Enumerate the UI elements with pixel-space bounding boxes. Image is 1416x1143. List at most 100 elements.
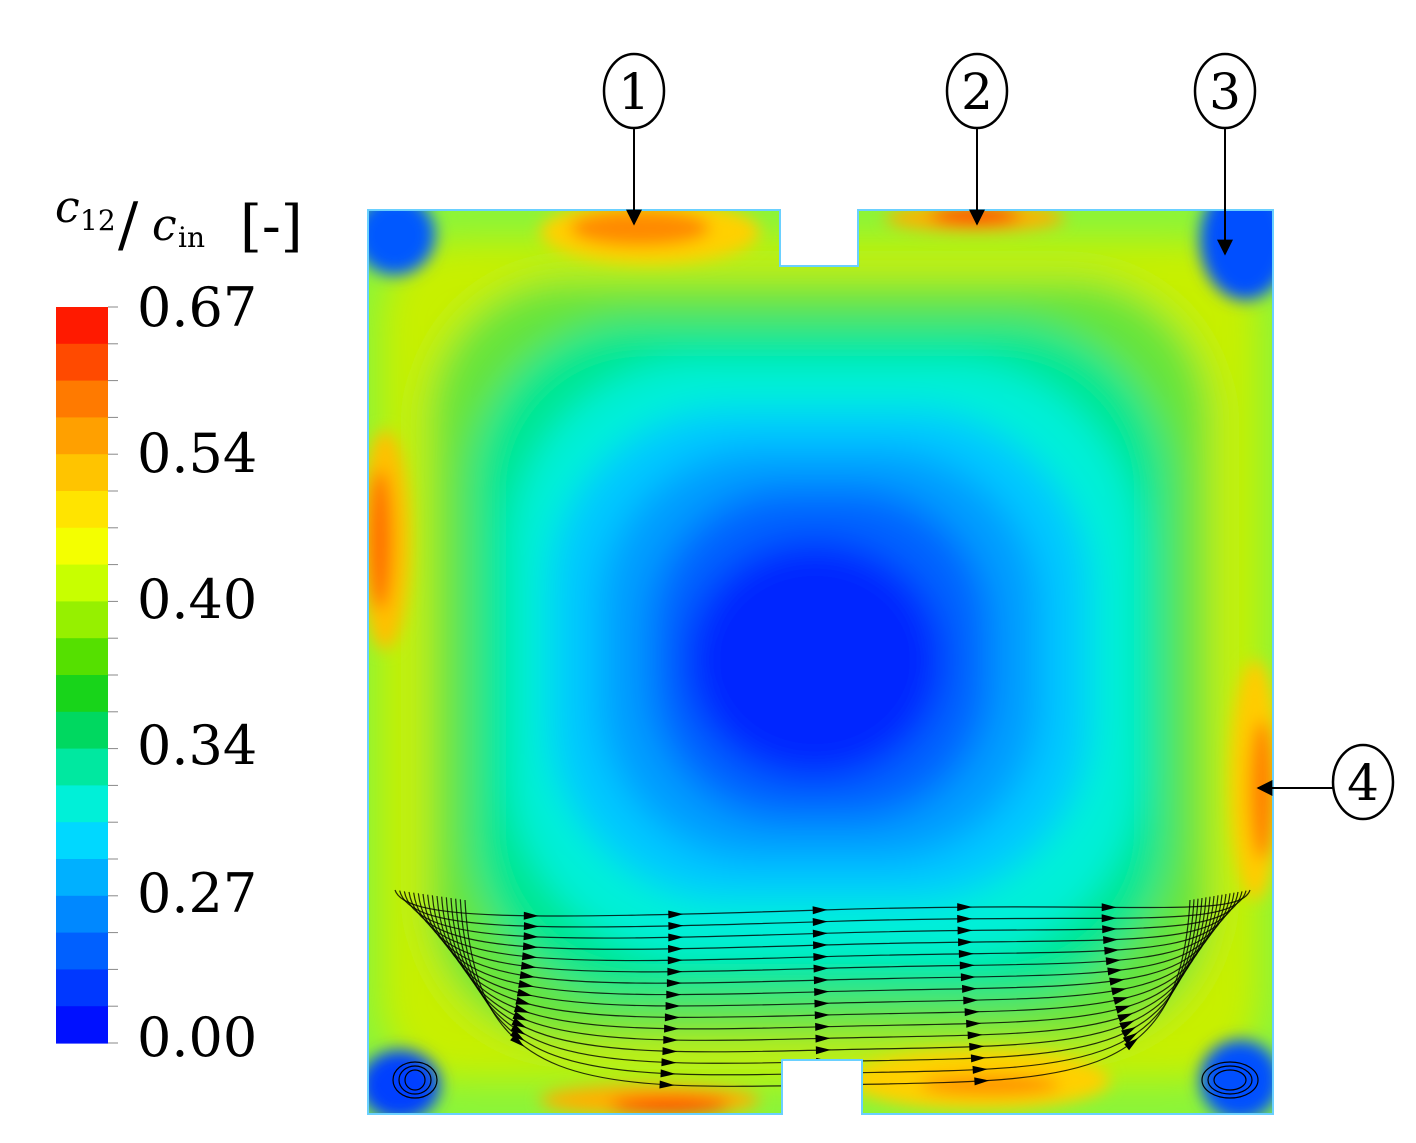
colorbar-band <box>56 822 108 860</box>
streamline-arrow <box>1101 914 1117 923</box>
streamline-arrow <box>813 952 829 961</box>
streamline-arrow <box>660 1069 676 1078</box>
colorbar-band <box>56 895 108 934</box>
streamline-arrow <box>522 942 539 951</box>
colorbar-band <box>56 454 108 492</box>
streamline-arrow <box>664 1013 680 1022</box>
colorbar-band <box>56 491 108 529</box>
streamline-arrow <box>812 906 828 915</box>
colorbar-band <box>56 859 108 897</box>
colorbar-bands <box>56 307 108 1044</box>
colorbar-band <box>56 380 108 418</box>
streamline-arrow <box>815 1046 831 1055</box>
colorbar-minor-ticks <box>108 306 118 1044</box>
streamline-arrow <box>666 979 682 988</box>
streamline-arrow <box>668 922 684 931</box>
streamline-arrow <box>666 990 682 999</box>
colorbar-band <box>56 527 108 566</box>
title-sub-12: 12 <box>80 204 116 237</box>
streamline-arrow <box>969 1042 985 1051</box>
streamline-arrow <box>959 961 975 970</box>
streamline-arrow <box>958 938 974 947</box>
tick-label-5: 0.00 <box>137 1006 257 1069</box>
streamline-arrow <box>814 999 830 1008</box>
tick-label-3: 0.34 <box>137 714 257 777</box>
streamline-arrow <box>516 988 533 997</box>
streamline-arrow <box>812 917 828 926</box>
corner-vortex <box>1213 1069 1247 1091</box>
streamline-arrow <box>957 926 973 935</box>
streamline-arrow <box>964 1008 980 1017</box>
streamline-arrow <box>816 1069 832 1078</box>
corner-vortex <box>392 1061 438 1099</box>
streamlines <box>392 889 1259 1099</box>
streamline-arrow <box>515 996 531 1005</box>
colorbar: c 12 / c in [-] 0.67 0.54 0.40 0.34 0.27… <box>55 182 303 1069</box>
streamline-arrow <box>967 1031 983 1040</box>
streamline-arrow <box>520 961 537 970</box>
colorbar-band <box>56 417 108 455</box>
streamline-arrow <box>665 1001 681 1010</box>
streamline-arrow <box>1102 925 1118 934</box>
streamline-arrow <box>523 911 539 920</box>
colorbar-band <box>56 969 108 1007</box>
streamline-arrow <box>668 944 684 953</box>
marker-3-label: 3 <box>1209 63 1241 121</box>
colorbar-band <box>56 638 108 676</box>
streamline-arrow <box>972 1065 988 1074</box>
streamline-arrow <box>1115 1005 1131 1014</box>
streamline-arrow <box>521 952 538 961</box>
marker-4-circle <box>1331 743 1395 821</box>
colorbar-band <box>56 932 108 970</box>
streamline-arrow <box>510 1034 525 1047</box>
streamline-arrow <box>963 996 979 1005</box>
colorbar-title: c 12 / c in [-] <box>55 182 303 260</box>
streamline-arrow <box>958 949 974 958</box>
streamline-arrow <box>813 964 829 973</box>
marker-1: 1 <box>602 52 666 226</box>
colorbar-band <box>56 343 108 382</box>
streamline-arrow <box>813 976 829 985</box>
tick-label-1: 0.54 <box>137 422 257 485</box>
tick-label-2: 0.40 <box>137 568 257 631</box>
streamline-arrow <box>814 987 830 996</box>
domain-outline <box>367 209 1274 1115</box>
streamline-arrow <box>1119 1020 1135 1031</box>
streamline-arrow <box>1105 957 1121 966</box>
streamline-arrow <box>512 1011 528 1021</box>
title-slash: / <box>118 190 139 260</box>
streamline-arrow <box>1113 997 1129 1005</box>
marker-1-label: 1 <box>618 63 650 121</box>
streamline-arrow <box>668 933 684 942</box>
streamline-arrow <box>1104 946 1120 955</box>
streamline-arrow <box>1117 1013 1133 1023</box>
streamline-arrow <box>662 1047 678 1056</box>
contour-field <box>368 210 1273 1114</box>
colorbar-band <box>56 307 108 345</box>
marker-4-label: 4 <box>1347 754 1379 812</box>
marker-2: 2 <box>945 52 1009 226</box>
streamline-arrow <box>816 1081 832 1090</box>
streamline-arrow <box>812 929 828 938</box>
streamline-arrow <box>814 1011 830 1020</box>
streamline-arrow <box>1121 1026 1137 1038</box>
streamline-arrow <box>1109 977 1125 986</box>
streamline-arrow <box>1103 936 1119 945</box>
streamline-arrow <box>966 1019 982 1028</box>
streamline-arrow <box>970 1054 986 1063</box>
hotspots <box>368 210 1273 1114</box>
streamline-arrow <box>510 1023 526 1035</box>
streamline-arrow <box>661 1058 677 1067</box>
colorbar-band <box>56 711 108 750</box>
streamline-arrow <box>957 914 973 923</box>
streamline-arrow <box>523 932 539 941</box>
colorbar-band <box>56 1006 108 1044</box>
streamline-arrow <box>960 973 976 982</box>
streamline-arrow <box>815 1022 831 1031</box>
tick-label-4: 0.27 <box>137 862 257 925</box>
streamline-arrow <box>513 1004 530 1013</box>
colorbar-band <box>56 675 108 713</box>
streamline-arrow <box>1111 987 1127 996</box>
corner-vortex <box>398 1065 432 1095</box>
